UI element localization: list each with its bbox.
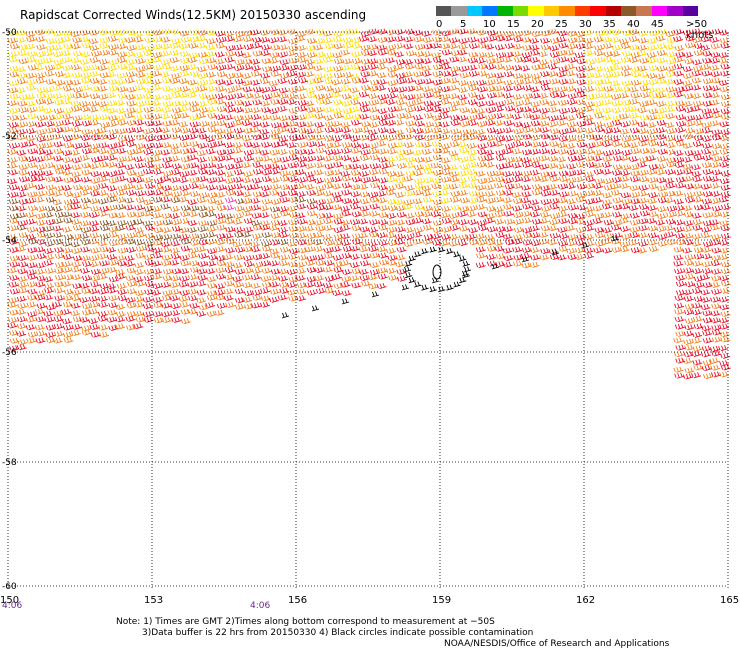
wind-barb-group — [7, 28, 732, 380]
graticule — [7, 31, 729, 590]
colorbar-segment — [466, 6, 483, 16]
colorbar-segment — [620, 6, 637, 16]
colorbar-label: 20 — [531, 19, 544, 30]
colorbar-label: 40 — [627, 19, 640, 30]
wind-barbs-layer — [7, 28, 732, 380]
contamination-circle — [432, 264, 442, 280]
latitude-label: -54 — [2, 236, 17, 246]
colorbar-segment — [436, 6, 452, 16]
colorbar-segment — [574, 6, 591, 16]
time-label: 4:06 — [2, 601, 22, 611]
latitude-label: -58 — [2, 458, 17, 468]
colorbar-segment — [636, 6, 653, 16]
colorbar-segment — [667, 6, 684, 16]
colorbar-label: 30 — [579, 19, 592, 30]
wind-barb-group — [7, 28, 677, 211]
time-label: 4:06 — [250, 601, 270, 611]
colorbar-segment — [559, 6, 576, 16]
wind-barb-group — [7, 28, 731, 380]
wind-barb-group — [8, 196, 324, 248]
colorbar-segment — [528, 6, 545, 16]
wind-speed-colorbar: 0 5 10 15 20 25 30 35 40 45 >50 knots — [436, 6, 732, 41]
wind-barb-group — [281, 235, 620, 319]
map-title: Rapidscat Corrected Winds(12.5KM) 201503… — [20, 8, 367, 22]
latitude-label: -50 — [2, 28, 17, 38]
colorbar-segment — [682, 6, 699, 16]
longitude-label: 159 — [432, 595, 451, 606]
wind-barb-group — [223, 197, 236, 211]
colorbar-label: >50 knots — [686, 19, 714, 41]
latitude-label: -56 — [2, 348, 17, 358]
colorbar-segment — [651, 6, 668, 16]
latitude-labels: -50 -52 -54 -56 -58 -60 — [2, 28, 17, 592]
colorbar-segment — [482, 6, 499, 16]
longitude-label: 165 — [720, 595, 739, 606]
colorbar-segment — [451, 6, 468, 16]
time-labels: 4:06 4:06 — [2, 601, 270, 611]
colorbar-label: 45 — [651, 19, 664, 30]
note-line-1: Note: 1) Times are GMT 2)Times along bot… — [116, 617, 495, 627]
colorbar-label: 35 — [603, 19, 616, 30]
latitude-label: -60 — [2, 582, 17, 592]
colorbar-label: 0 — [436, 19, 443, 30]
longitude-label: 153 — [144, 595, 163, 606]
colorbar-segment — [543, 6, 560, 16]
longitude-label: 156 — [288, 595, 307, 606]
colorbar-label: 10 — [483, 19, 496, 30]
colorbar-segment — [497, 6, 514, 16]
colorbar-segment — [605, 6, 622, 16]
longitude-labels: 150 153 156 159 162 165 — [0, 595, 739, 606]
colorbar-segment — [513, 6, 529, 16]
longitude-label: 162 — [576, 595, 595, 606]
colorbar-segment — [590, 6, 607, 16]
latitude-label: -52 — [2, 132, 17, 142]
colorbar-label: 25 — [555, 19, 568, 30]
colorbar-label: 15 — [507, 19, 520, 30]
colorbar-label: 5 — [460, 19, 467, 30]
credit-line: NOAA/NESDIS/Office of Research and Appli… — [444, 639, 670, 649]
note-line-2: 3)Data buffer is 22 hrs from 20150330 4)… — [142, 628, 534, 638]
longitude-label: 150 — [0, 595, 19, 606]
